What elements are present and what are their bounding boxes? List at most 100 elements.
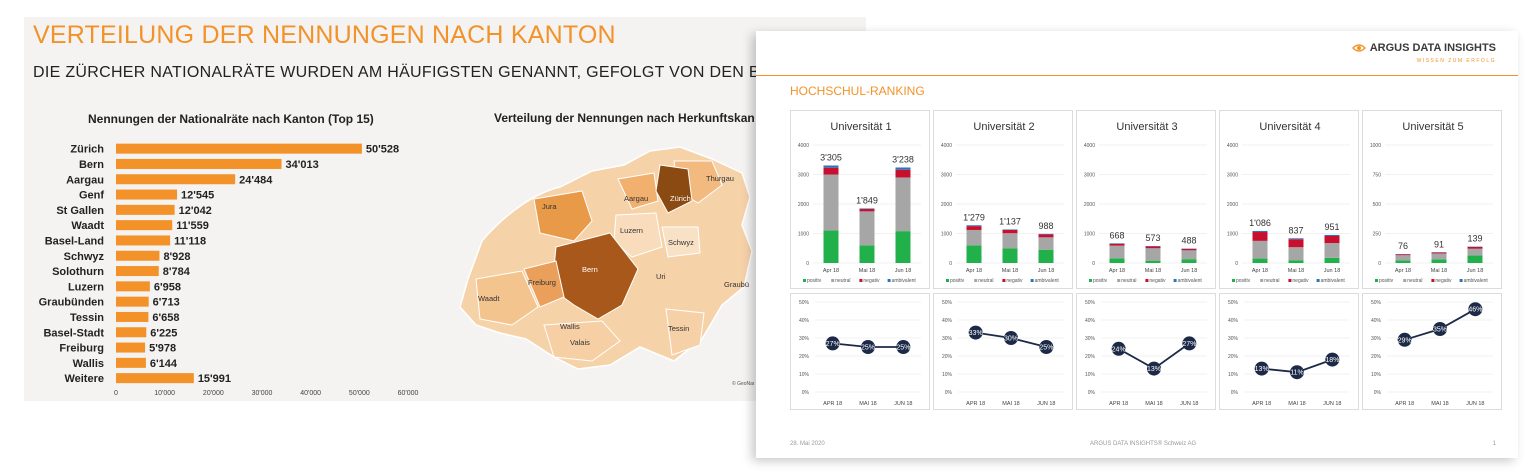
- stacked-bar-panel: Universität 4 0 1000 2000 3000 4000 1'086 Apr 1…: [1219, 110, 1359, 289]
- legend-swatch: [1117, 279, 1121, 282]
- data-label: 11%: [1290, 370, 1304, 377]
- y-tick-label: 10%: [1371, 372, 1382, 378]
- total-label: 951: [1324, 222, 1339, 232]
- y-tick-label: 10%: [942, 372, 953, 378]
- map-label: Tessin: [668, 324, 689, 333]
- footer-company: ARGUS DATA INSIGHTS® Schweiz AG: [1090, 441, 1197, 447]
- line-chart: 0% 10% 20% 30% 40% 50% 24% APR 18 13% MAI 18 27% JU…: [1085, 300, 1207, 407]
- data-point: [1254, 361, 1269, 376]
- footer-date: 28. Mai 2020: [790, 441, 825, 447]
- bar-segment-negativ: [1395, 254, 1411, 256]
- x-tick-label: JUN 18: [1466, 401, 1484, 407]
- bar: [116, 250, 160, 261]
- legend-label: positiv: [1236, 278, 1251, 284]
- legend-label: positiv: [807, 278, 822, 284]
- data-label: 18%: [1325, 357, 1339, 364]
- data-label: 25%: [896, 345, 910, 352]
- y-tick-label: 50%: [1085, 300, 1096, 306]
- stacked-bar-panel: Universität 2 0 1000 2000 3000 4000 1'279 Apr 1…: [933, 110, 1073, 289]
- data-label: 30%: [1004, 336, 1018, 343]
- region-tessin: [665, 308, 705, 356]
- y-tick-label: 2000: [1227, 202, 1238, 208]
- data-label: 11'118: [174, 235, 206, 247]
- slide-title: VERTEILUNG DER NENNUNGEN NACH KANTON: [33, 21, 616, 49]
- bar-segment-negativ: [895, 169, 911, 178]
- bar-segment-positiv: [966, 245, 982, 263]
- data-label: 6'658: [152, 312, 179, 324]
- bar-segment-negativ: [1467, 246, 1483, 249]
- region-waadt: [475, 270, 539, 326]
- data-point: [825, 336, 840, 351]
- y-tick-label: 1000: [1370, 143, 1381, 149]
- bar-segment-ambivalent: [859, 208, 875, 210]
- slide-subtitle: DIE ZÜRCHER NATIONALRÄTE WURDEN AM HÄUFI…: [33, 64, 771, 81]
- panel-title: Universität 3: [1116, 121, 1177, 133]
- category-label: Wallis: [73, 358, 104, 370]
- category-label: Luzern: [68, 281, 104, 293]
- x-tick-label: MAI 18: [1145, 401, 1162, 407]
- panel-title: Universität 5: [1402, 121, 1463, 133]
- total-label: 1'849: [856, 195, 878, 205]
- legend-swatch: [1173, 279, 1177, 282]
- bar: [116, 327, 147, 338]
- bar-segment-negativ: [1002, 229, 1018, 234]
- region-freiburg: [523, 260, 565, 308]
- map-label: Bern: [582, 265, 598, 274]
- map-credit: © GeoNam: [732, 380, 754, 387]
- legend-swatch: [859, 279, 863, 282]
- legend-swatch: [1260, 279, 1264, 282]
- y-tick-label: 0%: [1088, 390, 1096, 396]
- x-tick-label: APR 18: [1252, 401, 1271, 407]
- x-tick-label: JUN 18: [1037, 401, 1055, 407]
- data-label: 13%: [1147, 366, 1161, 373]
- bar-segment-neutral: [1038, 237, 1054, 250]
- argus-logo: ARGUS DATA INSIGHTS: [1351, 42, 1496, 54]
- y-tick-label: 10%: [1085, 372, 1096, 378]
- data-label: 8'928: [163, 251, 190, 263]
- bar-segment-negativ: [1252, 232, 1268, 241]
- y-tick-label: 30%: [1371, 336, 1382, 342]
- bar-segment-negativ: [859, 209, 875, 212]
- total-label: 988: [1038, 221, 1053, 231]
- canton-bar-chart: Zürich 50'528 Bern 34'013 Aargau 24'484 Genf 12…: [39, 143, 419, 397]
- map-label: Zürich: [670, 194, 691, 203]
- bar-segment-positiv: [823, 230, 839, 263]
- bar-segment-negativ: [1145, 246, 1161, 249]
- x-tick-label: Mai 18: [1002, 268, 1019, 274]
- bar-segment-negativ: [1288, 239, 1304, 248]
- line-chart: 0% 10% 20% 30% 40% 50% 29% APR 18 35% MAI 18 46% JU…: [1371, 300, 1493, 407]
- data-point: [896, 340, 911, 354]
- data-label: 27%: [826, 341, 840, 348]
- bar-segment-ambivalent: [1109, 243, 1125, 244]
- x-tick-label: APR 18: [966, 401, 985, 407]
- bar-segment-negativ: [1431, 252, 1447, 254]
- legend-label: ambivalent: [1035, 278, 1060, 284]
- legend-swatch: [1316, 279, 1320, 282]
- data-label: 8'784: [163, 266, 191, 278]
- category-label: Waadt: [71, 220, 104, 232]
- legend-label: neutral: [1121, 278, 1136, 284]
- data-label: 33%: [969, 330, 983, 337]
- region-luzern: [613, 212, 663, 258]
- data-point: [1182, 336, 1197, 351]
- x-tick-label: Apr 18: [823, 268, 839, 274]
- x-tick-label: Jun 18: [1324, 268, 1341, 274]
- legend-label: neutral: [835, 278, 850, 284]
- bar-segment-neutral: [859, 211, 875, 246]
- y-tick-label: 3000: [1084, 173, 1095, 179]
- map-label: Uri: [656, 272, 666, 281]
- x-tick-label: MAI 18: [1431, 401, 1448, 407]
- x-tick-label: MAI 18: [859, 401, 876, 407]
- x-tick-label: JUN 18: [1323, 401, 1341, 407]
- legend-swatch: [1232, 279, 1235, 282]
- category-label: Freiburg: [59, 343, 104, 355]
- data-label: 12'042: [179, 205, 212, 217]
- legend-label: ambivalent: [1178, 278, 1203, 284]
- map-label: Luzern: [620, 226, 643, 235]
- y-tick-label: 30%: [1228, 336, 1239, 342]
- data-label: 50'528: [366, 144, 399, 156]
- panel-title: Universität 1: [830, 121, 891, 133]
- legend-swatch: [1089, 279, 1092, 282]
- line-chart: 0% 10% 20% 30% 40% 50% 33% APR 18 30% MAI 18 25% JU…: [942, 300, 1064, 407]
- legend-swatch: [1030, 279, 1034, 282]
